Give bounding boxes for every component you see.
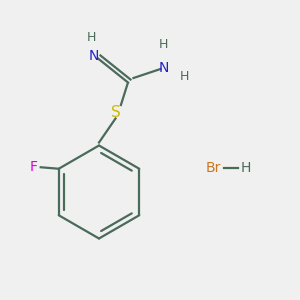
Text: H: H	[241, 161, 251, 175]
Text: S: S	[111, 105, 120, 120]
Text: N: N	[88, 49, 99, 62]
Text: F: F	[29, 160, 37, 174]
Text: N: N	[158, 61, 169, 74]
Text: H: H	[180, 70, 189, 83]
Text: H: H	[87, 31, 96, 44]
Text: Br: Br	[205, 161, 221, 175]
Text: H: H	[159, 38, 168, 52]
